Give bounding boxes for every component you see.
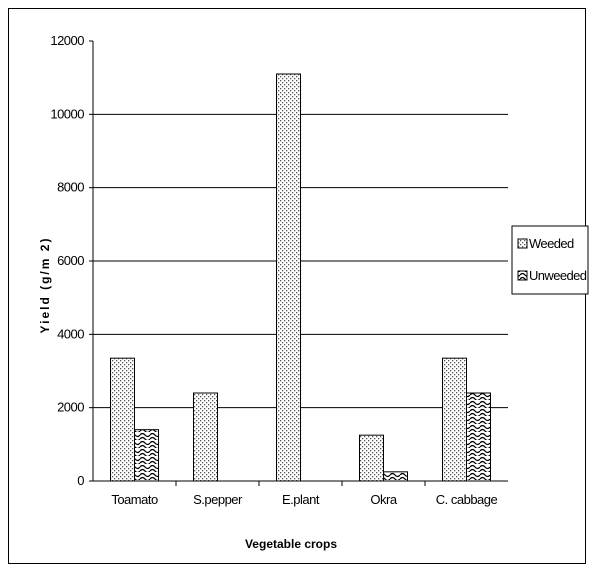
bar-weeded-1 <box>193 392 218 482</box>
bar-weeded-3 <box>359 434 384 482</box>
legend: Weeded Unweeded <box>511 225 589 295</box>
legend-box <box>511 225 589 295</box>
bar-unweeded-0 <box>134 429 159 482</box>
legend-swatch-weeded <box>517 238 528 249</box>
bar-weeded-2 <box>276 73 301 482</box>
x-axis-title: Vegetable crops <box>245 537 337 551</box>
x-tick-label: Toamato <box>111 492 158 507</box>
y-tick-label: 10000 <box>50 106 84 121</box>
y-tick-label: 0 <box>77 473 84 488</box>
legend-label-weeded: Weeded <box>529 236 574 251</box>
legend-swatch-unweeded <box>517 270 528 281</box>
legend-label-unweeded: Unweeded <box>529 268 587 283</box>
y-tick-label: 12000 <box>50 33 84 48</box>
y-axis-title: Yield (g/m 2) <box>38 237 52 334</box>
bar-weeded-0 <box>110 357 135 482</box>
bar-weeded-4 <box>442 357 467 482</box>
x-tick-label: Okra <box>370 492 397 507</box>
axes <box>89 40 508 486</box>
y-tick-label: 8000 <box>57 180 84 195</box>
y-tick-labels: 0 2000 4000 6000 8000 10000 12000 <box>50 33 84 488</box>
x-tick-label: E.plant <box>282 492 320 507</box>
bar-unweeded-3 <box>383 471 408 482</box>
y-tick-label: 2000 <box>57 400 84 415</box>
x-tick-labels: Toamato S.pepper E.plant Okra C. cabbage <box>111 492 498 507</box>
x-tick-label: C. cabbage <box>436 492 498 507</box>
x-tick-label: S.pepper <box>193 492 243 507</box>
bars <box>110 73 491 482</box>
bar-unweeded-4 <box>466 392 491 482</box>
y-tick-label: 6000 <box>57 253 84 268</box>
y-tick-label: 4000 <box>57 326 84 341</box>
